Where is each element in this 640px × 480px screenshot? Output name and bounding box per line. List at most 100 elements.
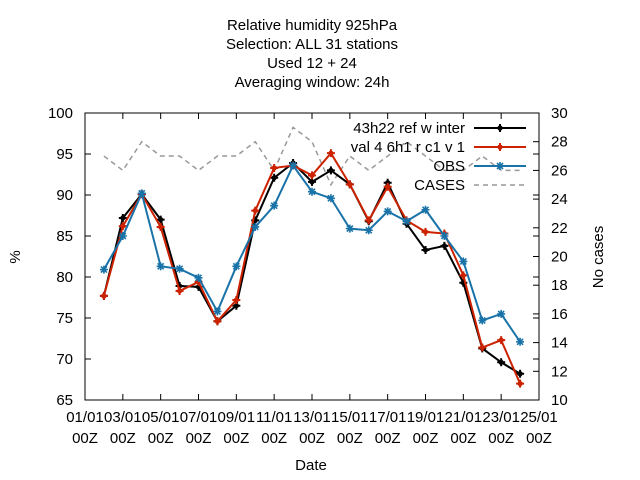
- x-tick-label: 25/01: [520, 409, 558, 426]
- series-point: [328, 167, 334, 173]
- y2-axis: 10 12 14 16 18 20 22 24 26 28 30: [533, 105, 568, 409]
- series-point: [366, 217, 372, 224]
- series-point: [101, 267, 107, 272]
- series-point: [271, 175, 277, 181]
- x-tick-label: 00Z: [413, 430, 439, 447]
- series-point: [480, 318, 485, 323]
- legend-point: [497, 144, 503, 150]
- series-3: [103, 126, 521, 187]
- series-point: [517, 371, 523, 377]
- series-point: [234, 264, 239, 269]
- series-point: [441, 243, 448, 249]
- x-tick-label: 00Z: [337, 430, 363, 447]
- x-tick-label: 09/01: [218, 409, 256, 426]
- x-tick-label: 17/01: [369, 409, 407, 426]
- series-point: [215, 309, 220, 314]
- x-tick-label: 03/01: [104, 409, 142, 426]
- y-tick-label: 90: [56, 187, 73, 204]
- x-tick-label: 11/01: [256, 409, 292, 426]
- y2-tick-label: 24: [551, 191, 568, 208]
- series-point: [233, 303, 239, 309]
- legend-label: 43h22 ref w inter: [353, 120, 465, 137]
- series-point: [271, 165, 277, 171]
- y2-tick-label: 18: [551, 277, 568, 294]
- series-point: [309, 179, 315, 185]
- x-tick-label: 00Z: [72, 430, 98, 447]
- title-line: Used 12 + 24: [267, 55, 357, 72]
- series-point: [423, 207, 428, 212]
- series-point: [158, 224, 164, 230]
- y-tick-label: 100: [48, 105, 73, 122]
- x-tick-label: 00Z: [375, 430, 401, 447]
- y-axis: 65 70 75 80 85 90 95 100: [48, 105, 539, 409]
- legend-label: val 4 6h1 r c1 v 1: [351, 139, 465, 156]
- x-tick-label: 01/01: [66, 409, 104, 426]
- x-tick-label: 00Z: [526, 430, 552, 447]
- series-group: [99, 126, 525, 388]
- x-tick-label: 00Z: [223, 430, 249, 447]
- y2-tick-label: 28: [551, 134, 568, 151]
- x-axis: 01/01 00Z 03/01 00Z 05/01 00Z 07/01 00Z 09/01 00Z…: [66, 113, 558, 447]
- series-point: [461, 259, 466, 264]
- series-point: [252, 207, 258, 214]
- series-point: [442, 233, 447, 239]
- series-point: [309, 189, 315, 194]
- series-point: [366, 228, 371, 233]
- series-point: [120, 223, 126, 229]
- series-point: [120, 233, 126, 239]
- x-tick-label: 23/01: [482, 409, 520, 426]
- y2-tick-label: 26: [551, 162, 568, 179]
- legend-point: [497, 125, 503, 131]
- series-point: [101, 293, 107, 299]
- series-point: [196, 275, 201, 281]
- series-point: [498, 337, 504, 343]
- x-tick-label: 07/01: [180, 409, 218, 426]
- series-point: [290, 163, 296, 168]
- series-point: [271, 203, 277, 208]
- series-point: [460, 272, 466, 278]
- series-line: [103, 126, 521, 187]
- series-point: [517, 381, 523, 387]
- series-point: [422, 229, 429, 235]
- y2-tick-label: 16: [551, 306, 568, 323]
- series-point: [176, 288, 183, 294]
- legend-label: OBS: [433, 158, 465, 175]
- series-point: [309, 172, 315, 178]
- x-tick-label: 13/01: [293, 409, 331, 426]
- x-tick-label: 00Z: [261, 430, 287, 447]
- x-tick-label: 00Z: [186, 430, 212, 447]
- y2-tick-label: 10: [551, 392, 568, 409]
- series-point: [120, 215, 126, 221]
- y2-tick-label: 20: [551, 249, 568, 266]
- y2-axis-label: No cases: [590, 226, 607, 289]
- series-point: [347, 226, 353, 231]
- x-tick-label: 00Z: [148, 430, 174, 447]
- y-tick-label: 70: [56, 351, 73, 368]
- y2-tick-label: 22: [551, 220, 568, 237]
- plot-frame: [84, 112, 540, 401]
- series-point: [177, 266, 182, 271]
- legend-point: [497, 163, 503, 169]
- title-line: Selection: ALL 31 stations: [226, 36, 398, 53]
- series-point: [328, 150, 334, 156]
- y-axis-label: %: [7, 250, 24, 263]
- y-tick-label: 80: [56, 269, 73, 286]
- x-tick-label: 19/01: [407, 409, 445, 426]
- title-line: Averaging window: 24h: [235, 74, 390, 91]
- x-axis-label: Date: [295, 457, 327, 474]
- y2-tick-label: 14: [551, 335, 568, 352]
- series-2: [99, 161, 525, 346]
- series-point: [517, 339, 523, 344]
- series-point: [498, 311, 504, 317]
- series-point: [385, 184, 391, 190]
- x-tick-label: 05/01: [142, 409, 180, 426]
- x-tick-label: 00Z: [450, 430, 476, 447]
- y-tick-label: 85: [56, 228, 73, 245]
- x-tick-label: 00Z: [110, 430, 136, 447]
- legend: 43h22 ref w inter val 4 6h1 r c1 v 1 OBS CA…: [351, 120, 526, 194]
- series-point: [347, 181, 353, 187]
- legend-label: CASES: [414, 177, 465, 194]
- series-point: [385, 180, 391, 186]
- chart-title: Relative humidity 925hPa Selection: ALL 3…: [226, 17, 398, 91]
